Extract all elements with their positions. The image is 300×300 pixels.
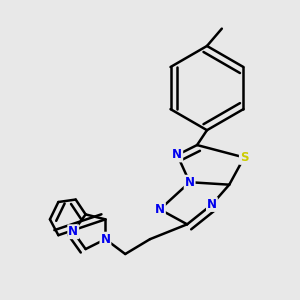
Text: N: N (172, 148, 182, 161)
Text: N: N (68, 225, 78, 238)
Text: N: N (100, 233, 110, 246)
Text: N: N (207, 198, 217, 211)
Text: N: N (155, 203, 165, 216)
Text: S: S (240, 151, 248, 164)
Text: N: N (184, 176, 195, 189)
